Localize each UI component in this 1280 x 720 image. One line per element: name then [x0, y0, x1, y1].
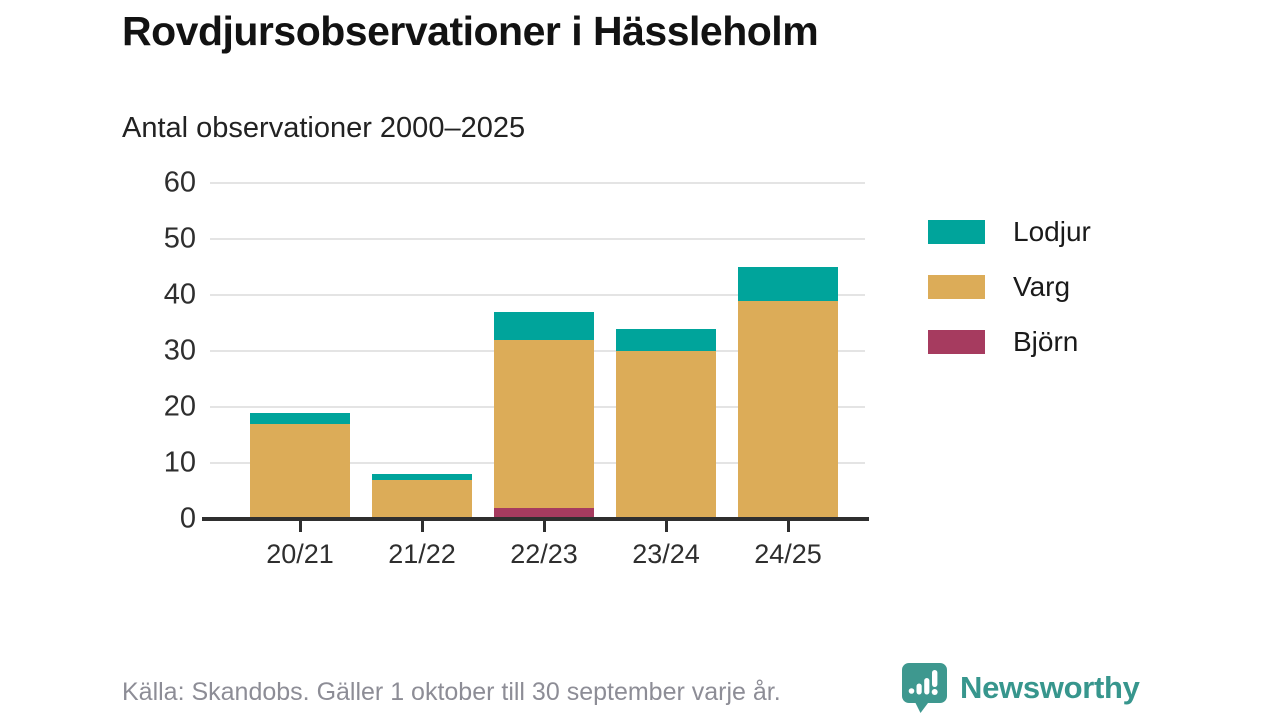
x-tick-label-24-25: 24/25: [754, 539, 822, 569]
x-axis-line: [202, 517, 869, 521]
x-tick-label-20-21: 20/21: [266, 539, 334, 569]
y-tick-label-10: 10: [163, 446, 196, 479]
x-tick-23-24: [664, 521, 668, 532]
bar-segment-lodjur-21-22: [372, 474, 472, 480]
bar-segment-bjorn-22-23: [494, 507, 594, 519]
legend-label-lodjur: Lodjur: [1013, 216, 1091, 247]
legend-label-bjorn: Björn: [1013, 326, 1079, 357]
y-tick-label-30: 30: [163, 334, 196, 367]
x-tick-20-21: [298, 521, 302, 532]
x-tick-label-21-22: 21/22: [388, 539, 456, 569]
y-tick-label-20: 20: [163, 390, 196, 423]
legend-item-varg: Varg: [928, 271, 1091, 303]
gridline-40: [210, 294, 865, 296]
legend-item-bjorn: Björn: [928, 326, 1091, 358]
plot-area: 20/21 21/22 22/23 23/24 24/25: [202, 182, 869, 569]
brand-logo: Newsworthy: [901, 662, 1140, 714]
chart-title: Rovdjursobservationer i Hässleholm: [122, 8, 819, 54]
legend-label-varg: Varg: [1013, 271, 1071, 302]
y-tick-label-60: 60: [163, 166, 196, 199]
y-tick-label-0: 0: [179, 502, 196, 535]
bar-segment-varg-23-24: [616, 351, 716, 519]
legend-swatch-bjorn: [928, 330, 985, 354]
y-tick-label-40: 40: [163, 278, 196, 311]
x-tick-label-22-23: 22/23: [510, 539, 578, 569]
chart-subtitle: Antal observationer 2000–2025: [122, 112, 526, 144]
bar-segment-varg-20-21: [250, 423, 350, 519]
bar-segment-varg-22-23: [494, 339, 594, 508]
bar-segment-varg-21-22: [372, 479, 472, 519]
legend-item-lodjur: Lodjur: [928, 216, 1091, 248]
bar-segment-varg-24-25: [738, 300, 838, 519]
bar-segment-lodjur-22-23: [494, 311, 594, 340]
gridline-50: [210, 238, 865, 240]
gridline-60: [210, 182, 865, 184]
brand-name: Newsworthy: [960, 670, 1140, 705]
x-tick-label-23-24: 23/24: [632, 539, 700, 569]
y-axis-labels: 0 10 20 30 40 50 60: [128, 167, 196, 535]
y-tick-label-50: 50: [163, 222, 196, 255]
bar-segment-lodjur-20-21: [250, 412, 350, 424]
source-note: Källa: Skandobs. Gäller 1 oktober till 3…: [122, 678, 781, 706]
x-tick-24-25: [786, 521, 790, 532]
legend: Lodjur Varg Björn: [928, 216, 1091, 381]
x-tick-21-22: [420, 521, 424, 532]
bar-segment-lodjur-23-24: [616, 328, 716, 351]
bar-segment-lodjur-24-25: [738, 267, 838, 301]
newsworthy-icon: [902, 663, 947, 713]
legend-swatch-varg: [928, 275, 985, 299]
x-tick-22-23: [542, 521, 546, 532]
legend-swatch-lodjur: [928, 220, 985, 244]
